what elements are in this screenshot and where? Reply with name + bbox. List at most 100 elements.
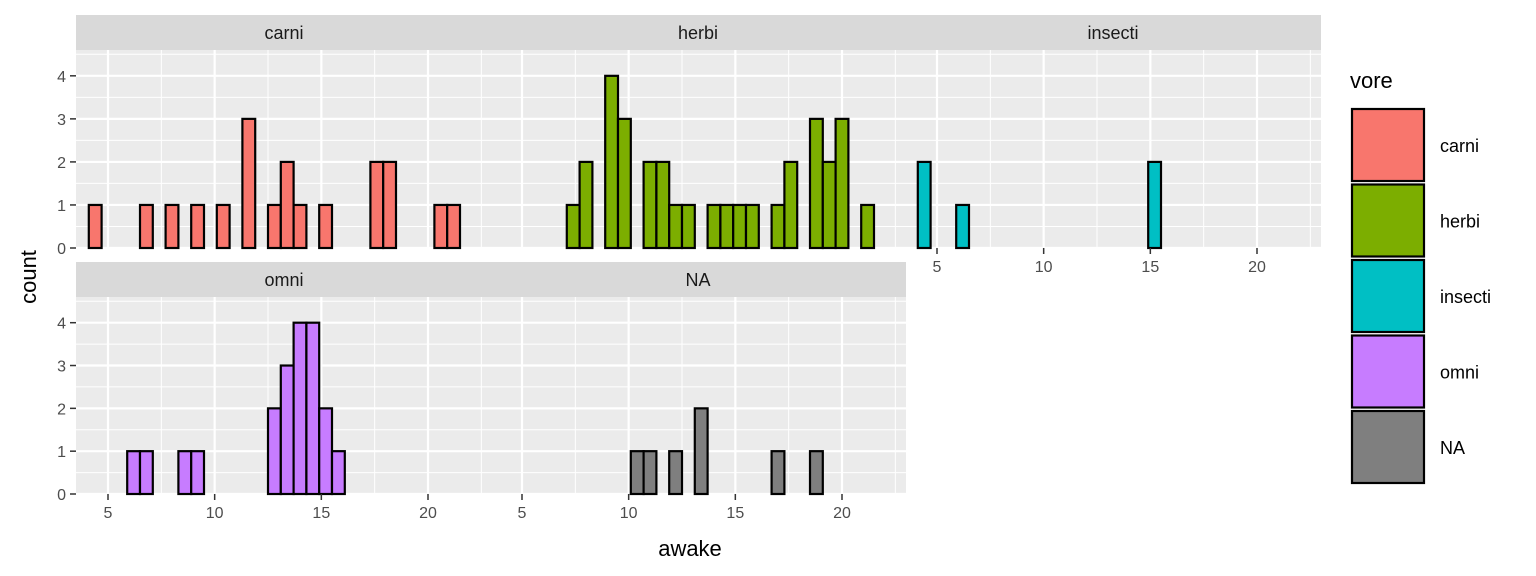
y-tick-label: 0 [57,241,66,258]
histogram-bar [279,364,295,496]
legend-key [1350,107,1426,183]
y-tick-label: 4 [57,69,66,86]
x-tick-label: 20 [419,505,437,522]
x-tick-label: 10 [206,505,224,522]
y-tick-label: 0 [57,487,66,504]
legend-label: carni [1440,136,1479,156]
legend-label: herbi [1440,212,1480,232]
legend-item-NA: NA [1350,409,1465,485]
legend-item-omni: omni [1350,334,1479,409]
histogram-bar [821,160,837,250]
legend-item-herbi: herbi [1350,183,1480,258]
histogram-bar [565,203,581,250]
histogram-bar [770,203,786,250]
facet-strip [490,15,906,50]
histogram-bar [177,450,193,496]
histogram-bar [87,203,103,250]
histogram-bar [446,203,462,250]
histogram-bar [808,450,824,496]
y-tick-label: 2 [57,401,66,418]
histogram-bar [732,203,748,250]
x-tick-label: 20 [833,505,851,522]
histogram-bar [616,117,632,250]
histogram-bar [1147,160,1163,250]
histogram-bar [305,321,321,496]
facet-strip [76,15,492,50]
histogram-bar [655,160,671,250]
histogram-bar [190,203,206,250]
histogram-bar [369,160,385,250]
facet-panel-carni: carni 0 1 2 3 4 [57,15,492,258]
legend-key [1350,258,1426,334]
facet-strip-label: herbi [678,23,718,43]
legend-item-carni: carni [1350,107,1479,183]
histogram-bar [190,450,206,496]
histogram-bar [292,203,308,250]
histogram-bar [955,203,971,250]
histogram-bar [382,160,398,250]
histogram-bar [241,117,257,250]
facet-panels: carni 0 1 2 3 4 herbi insecti 5 10 15 20 omni 0 1 2 3 4 5 1… [57,15,1321,522]
histogram-bar [808,117,824,250]
histogram-bar [604,74,620,250]
histogram-bar [719,203,735,250]
x-tick-label: 5 [104,505,113,522]
histogram-bar [706,203,722,250]
y-tick-label: 1 [57,198,66,215]
legend-title: vore [1350,68,1393,93]
y-tick-label: 3 [57,112,66,129]
histogram-bar [744,203,760,250]
facet-strip [76,262,492,297]
histogram-bar [433,203,449,250]
y-tick-label: 2 [57,155,66,172]
x-axis-title: awake [658,536,722,561]
legend-label: insecti [1440,287,1491,307]
x-tick-label: 5 [933,259,942,276]
histogram-bar [642,450,658,496]
x-tick-label: 10 [620,505,638,522]
histogram-bar [860,203,876,250]
legend: vore carni herbi insecti omni NA [1350,68,1491,485]
x-tick-label: 15 [312,505,330,522]
legend-label: omni [1440,363,1479,383]
facet-panel-omni: omni 0 1 2 3 4 5 10 15 20 [57,262,492,522]
histogram-bar [916,160,932,250]
facet-panel-herbi: herbi [490,15,906,250]
facet-strip-label: omni [264,270,303,290]
facet-strip-label: carni [264,23,303,43]
histogram-bar [138,450,154,496]
x-tick-label: 20 [1248,259,1266,276]
histogram-bar [318,203,334,250]
facet-strip [905,15,1321,50]
histogram-bar [680,203,696,250]
legend-label: NA [1440,438,1465,458]
histogram-bar [668,203,684,250]
histogram-bar [266,203,282,250]
y-tick-label: 1 [57,444,66,461]
histogram-bar [693,407,709,496]
histogram-bar [770,450,786,496]
x-tick-label: 15 [726,505,744,522]
y-tick-label: 4 [57,316,66,333]
y-axis-title: count [16,250,41,304]
histogram-bar [266,407,282,496]
facet-strip-label: NA [685,270,710,290]
legend-key [1350,334,1426,409]
histogram-bar [330,450,346,496]
facet-strip-label: insecti [1087,23,1138,43]
histogram-bar [215,203,231,250]
histogram-bar [629,450,645,496]
y-tick-label: 3 [57,359,66,376]
legend-key [1350,409,1426,485]
histogram-bar [126,450,142,496]
histogram-bar [668,450,684,496]
histogram-bar [783,160,799,250]
histogram-bar [318,407,334,496]
x-tick-label: 10 [1035,259,1053,276]
legend-key [1350,183,1426,258]
histogram-bar [138,203,154,250]
facet-panel-NA: NA 5 10 15 20 [490,262,906,522]
histogram-bar [578,160,594,250]
panel-background [905,50,1321,248]
